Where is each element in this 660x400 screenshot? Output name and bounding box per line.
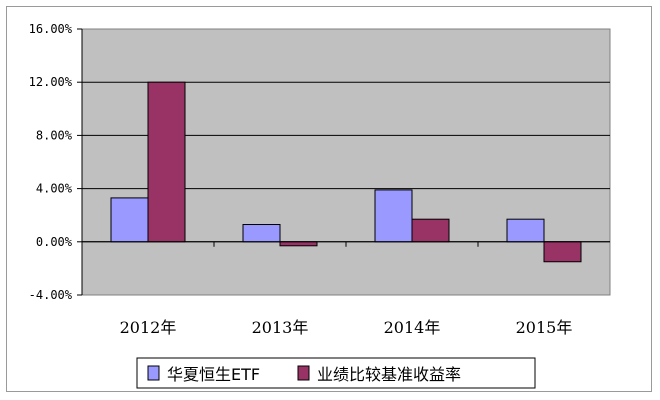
legend-label-series-1: 华夏恒生ETF (167, 365, 260, 384)
bar-1-3 (374, 189, 413, 243)
legend-box (136, 357, 536, 389)
y-tick-label: 16.00% (29, 22, 73, 36)
bar-2-1 (147, 81, 186, 243)
bar-1-2 (242, 224, 281, 243)
legend: 华夏恒生ETF 业绩比较基准收益率 (136, 357, 536, 389)
y-tick-label: -4.00% (29, 288, 73, 302)
x-category-label: 2012年 (120, 318, 177, 337)
bar-1-1 (110, 197, 149, 243)
bar-1-4 (506, 218, 545, 243)
legend-swatch-series-2 (297, 365, 310, 381)
y-tick-label: 12.00% (29, 75, 73, 89)
y-tick-label: 4.00% (36, 182, 73, 196)
legend-label-series-2: 业绩比较基准收益率 (317, 365, 461, 384)
bar-2-3 (411, 218, 450, 243)
y-tick-label: 0.00% (36, 235, 73, 249)
y-tick-label: 8.00% (36, 128, 73, 142)
bars (110, 81, 582, 263)
x-category-label: 2015年 (516, 318, 573, 337)
x-category-label: 2014年 (384, 318, 441, 337)
bar-2-2 (279, 241, 318, 247)
x-category-label: 2013年 (252, 318, 309, 337)
y-tick-labels: -4.00% 0.00% 4.00% 8.00% 12.00% 16.00% (29, 22, 82, 302)
x-category-labels: 2012年 2013年 2014年 2015年 (120, 318, 573, 337)
legend-swatch-series-1 (147, 365, 160, 381)
bar-2-4 (543, 241, 582, 263)
